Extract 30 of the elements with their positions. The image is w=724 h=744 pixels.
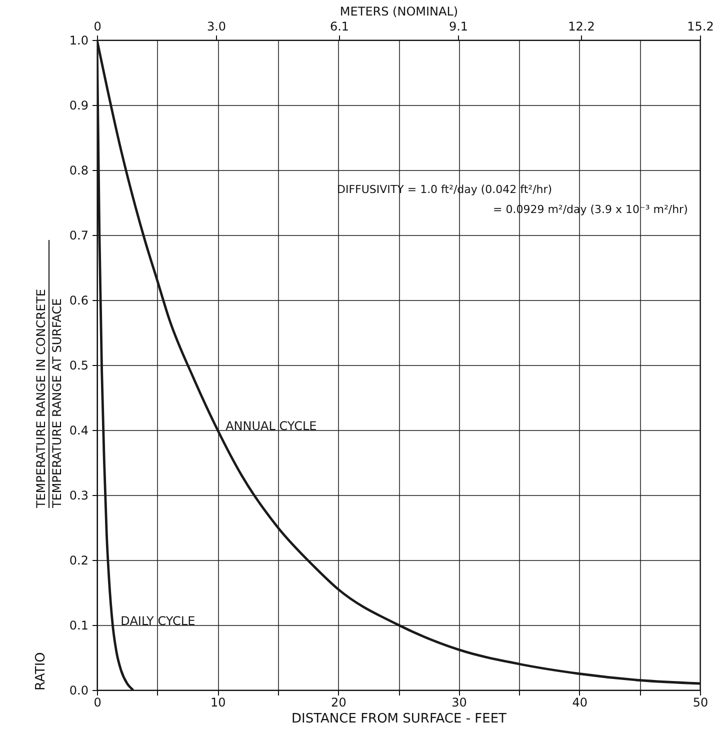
y-axis-title: RATIO [33,652,48,690]
y-tick-label: 0.9 [69,98,88,112]
x-tick-label: 0 [94,696,102,710]
y-tick-label: 0.6 [69,294,88,308]
x2-tick-label: 0 [94,20,102,34]
series-label: DAILY CYCLE [120,614,196,628]
x-tick-label: 20 [331,696,346,710]
x-tick-label: 10 [210,696,226,710]
y-tick-label: 0.5 [69,358,88,372]
y-tick-label: 0.1 [69,618,88,632]
y-tick-label: 0.2 [69,554,88,568]
x2-tick-label: 6.1 [330,20,350,34]
x2-tick-label: 9.1 [448,20,468,34]
y-tick-label: 0.8 [69,164,88,178]
x-tick-label: 50 [692,696,708,710]
y-tick-label: 0.3 [69,488,88,502]
text: TEMPERATURE RANGE AT SURFACE [50,298,64,509]
series-label: ANNUAL CYCLE [226,419,317,433]
x2-tick-label: 12.2 [568,20,595,34]
y-tick-label: 0.7 [69,228,88,242]
x2-tick-label: 15.2 [687,20,714,34]
x-tick-label: 30 [452,696,467,710]
x-tick-label: 40 [572,696,588,710]
y-tick-label: 0.4 [69,424,88,438]
y-tick-label: 1.0 [69,34,88,48]
x-axis-title: DISTANCE FROM SURFACE - FEET [291,712,507,726]
text: TEMPERATURE RANGE IN CONCRETE [34,288,48,509]
y-tick-label: 0.0 [69,684,88,698]
x2-tick-label: 3.0 [206,20,226,34]
x2-axis-title: METERS (NOMINAL) [340,4,458,18]
